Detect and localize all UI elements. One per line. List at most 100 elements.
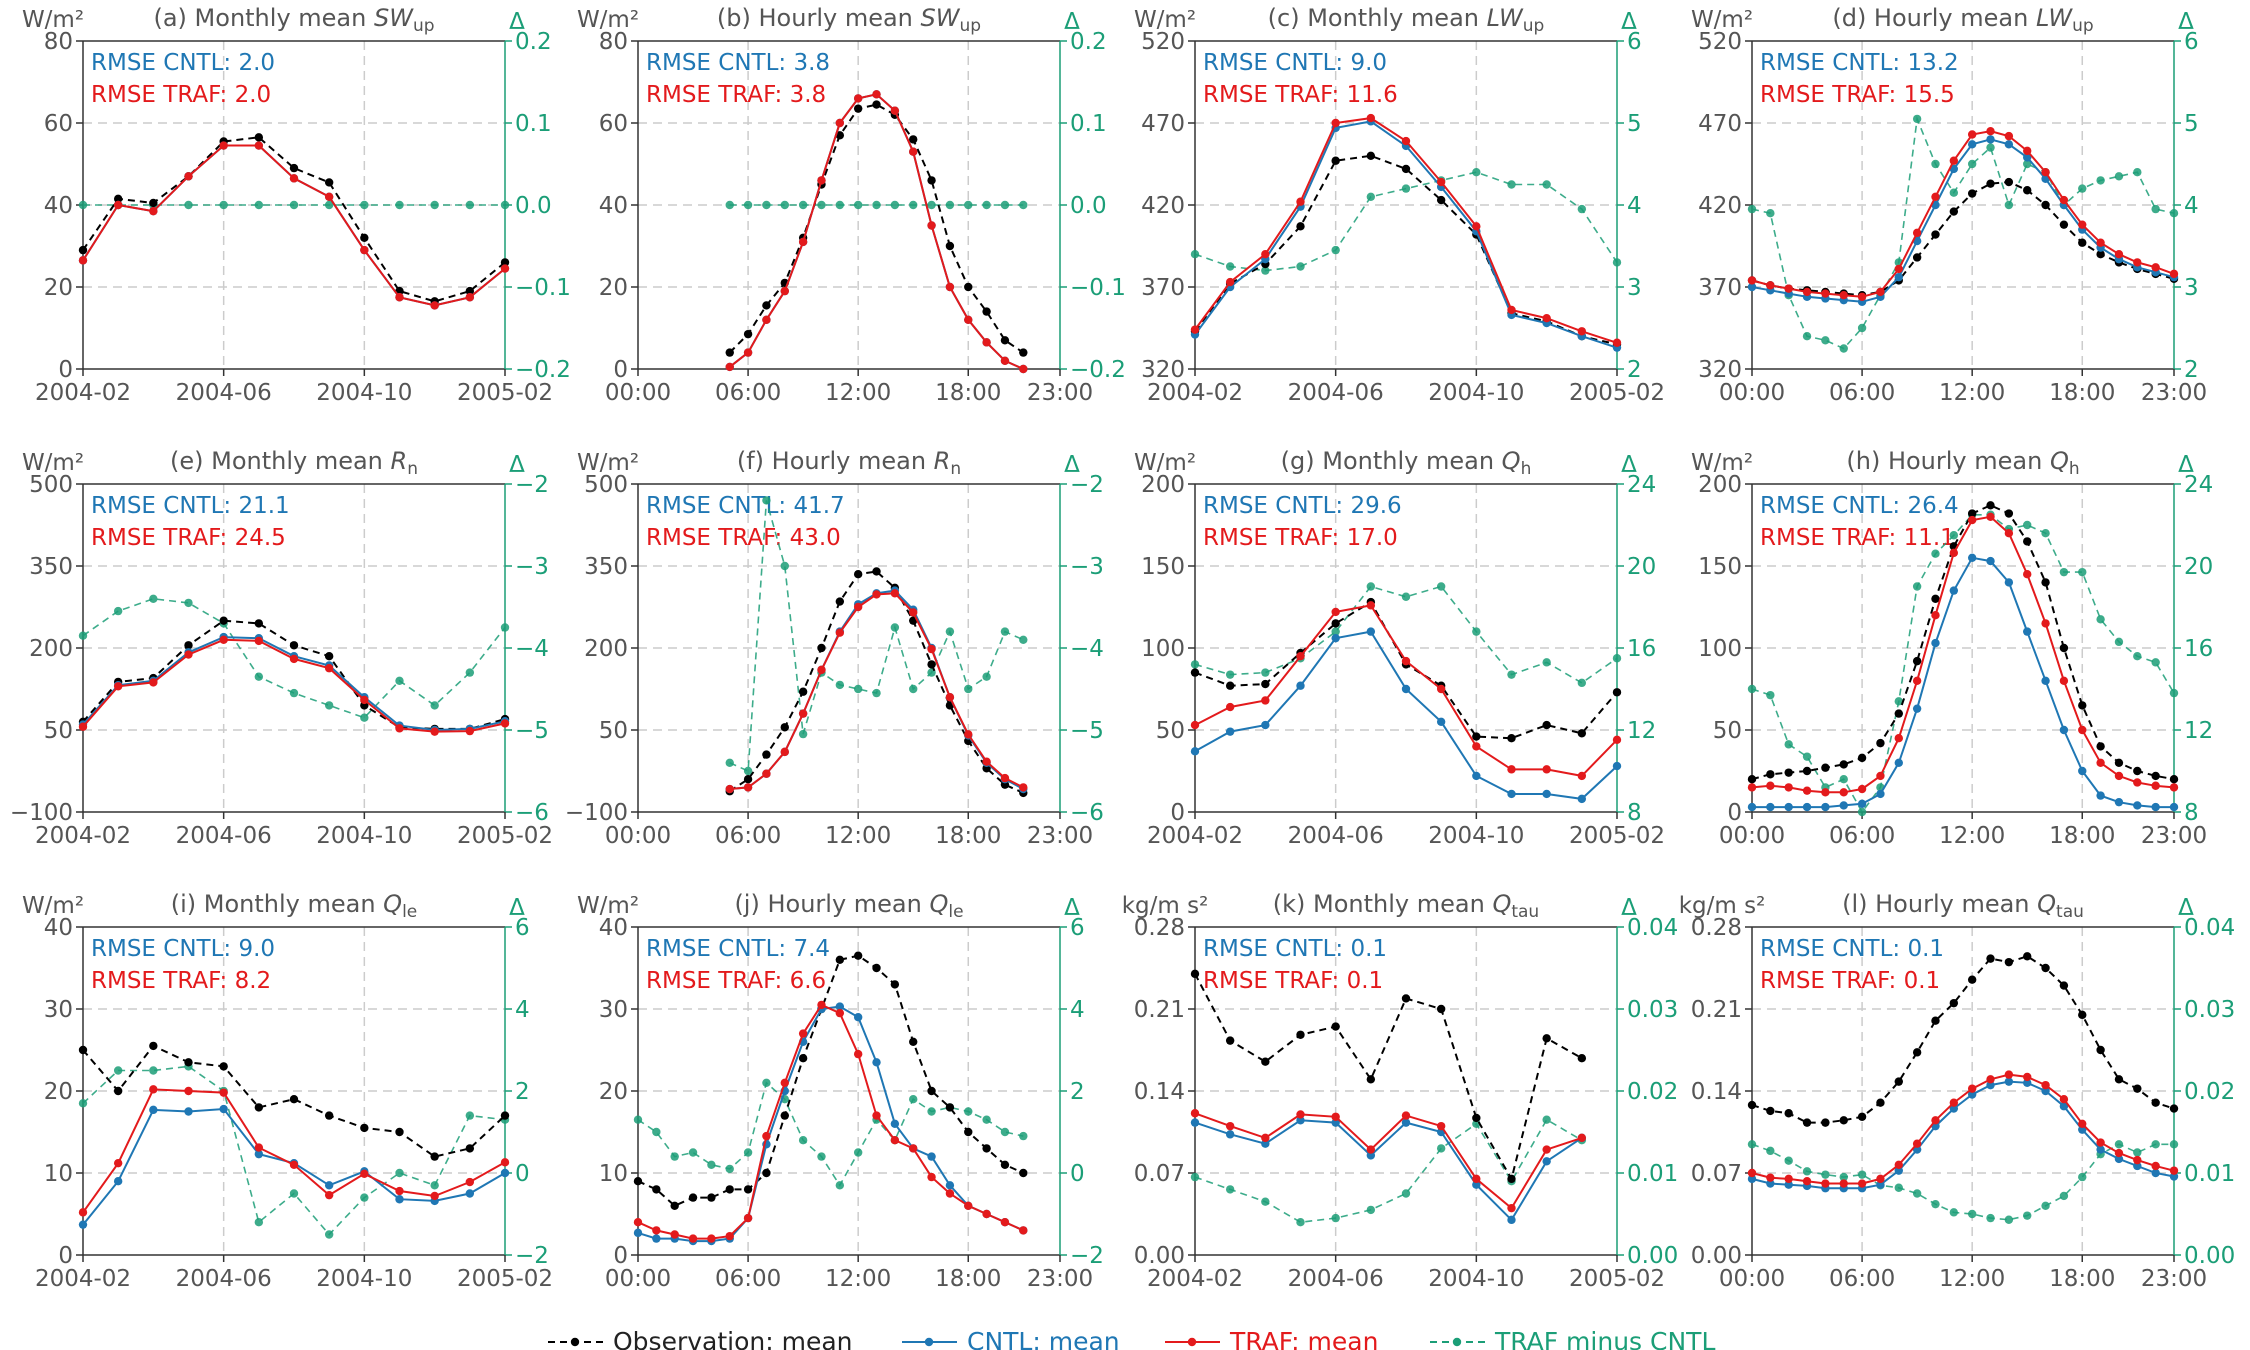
- data-point-traf: [1747, 276, 1757, 285]
- data-point-diff: [1747, 684, 1757, 694]
- y-tick-label: 40: [44, 193, 73, 219]
- data-point-traf: [1261, 1133, 1270, 1143]
- data-point-diff: [1747, 204, 1757, 214]
- y2-axis-label: Δ: [1064, 9, 1080, 35]
- data-point-obs: [1876, 1098, 1885, 1107]
- data-point-traf: [2023, 1072, 2032, 1082]
- data-point-traf: [633, 1218, 643, 1227]
- panel-f: −100 50 200 350 500 −6 −5 −4 −3 −2 00:00 06:00 12:00…: [565, 447, 1104, 849]
- data-point-obs: [395, 1127, 404, 1137]
- series-line-diff: [1194, 1118, 1583, 1224]
- x-tick-label: 2004-10: [1428, 823, 1524, 849]
- data-point-traf: [2078, 1119, 2087, 1129]
- data-point-obs: [982, 1144, 991, 1153]
- y2-axis-label: Δ: [509, 895, 525, 921]
- data-point-traf: [500, 264, 510, 273]
- y2-tick-label: 8: [1627, 800, 1642, 826]
- series-line-diff: [1751, 514, 2175, 814]
- y2-tick-label: −4: [515, 636, 549, 662]
- data-point-obs: [2169, 1104, 2179, 1113]
- data-point-traf: [945, 1189, 955, 1198]
- data-point-traf: [395, 724, 404, 733]
- data-point-obs: [927, 660, 936, 669]
- data-point-obs: [2041, 200, 2050, 210]
- data-point-diff: [289, 688, 299, 698]
- data-point-diff: [2169, 1140, 2179, 1149]
- y-tick-label: 20: [44, 1079, 73, 1105]
- series-line-cntl: [637, 1005, 1024, 1243]
- data-point-traf: [743, 783, 753, 792]
- data-point-obs: [254, 1103, 264, 1112]
- series-line-cntl: [1194, 630, 1618, 800]
- data-point-traf: [430, 1191, 439, 1201]
- data-point-diff: [1894, 697, 1903, 706]
- data-point-diff: [2041, 1201, 2050, 1211]
- data-point-cntl: [2004, 140, 2014, 149]
- data-point-traf: [927, 644, 936, 654]
- data-point-traf: [465, 726, 475, 736]
- data-point-diff: [1436, 582, 1446, 591]
- data-point-traf: [465, 1177, 475, 1187]
- data-point-traf: [113, 200, 123, 210]
- data-point-obs: [1766, 1106, 1775, 1116]
- data-point-diff: [184, 598, 193, 608]
- data-point-obs: [817, 643, 826, 653]
- data-point-diff: [2078, 184, 2087, 193]
- data-point-traf: [1912, 676, 1922, 685]
- data-point-traf: [853, 1049, 863, 1059]
- data-point-obs: [2023, 952, 2032, 961]
- data-point-diff: [964, 200, 973, 210]
- panel-d: 320 370 420 470 520 2 3 4 5 6 00:00 06:00 12:00 18:00…: [1691, 4, 2207, 406]
- data-point-traf: [2041, 168, 2050, 177]
- y-tick-label: −100: [565, 800, 628, 826]
- data-point-cntl: [1225, 1130, 1235, 1139]
- data-point-obs: [1784, 768, 1793, 777]
- data-point-obs: [1190, 668, 1200, 677]
- rmse-cntl-label: RMSE CNTL: 41.7: [646, 493, 845, 519]
- rmse-traf-label: RMSE TRAF: 8.2: [91, 968, 271, 994]
- data-point-obs: [1507, 1174, 1516, 1184]
- data-point-cntl: [1542, 1157, 1551, 1166]
- data-point-obs: [2169, 775, 2179, 784]
- data-point-obs: [254, 619, 264, 628]
- data-point-cntl: [890, 1119, 900, 1129]
- rmse-traf-label: RMSE TRAF: 43.0: [646, 525, 841, 551]
- panel-e: −100 50 200 350 500 −6 −5 −4 −3 −2 2004-02 2004-06 2…: [10, 447, 553, 849]
- data-point-traf: [1766, 281, 1775, 290]
- data-point-diff: [2114, 172, 2124, 181]
- data-point-cntl: [500, 1168, 510, 1178]
- data-point-traf: [1821, 1179, 1830, 1188]
- series-line-cntl: [1751, 1080, 2175, 1190]
- data-point-traf: [1366, 1145, 1376, 1154]
- data-point-traf: [964, 730, 973, 739]
- x-tick-label: 2004-06: [1288, 823, 1384, 849]
- data-point-traf: [1542, 765, 1551, 774]
- data-point-obs: [430, 1152, 439, 1161]
- data-point-obs: [113, 1086, 123, 1096]
- data-point-traf: [1821, 788, 1830, 797]
- data-point-cntl: [1949, 586, 1959, 595]
- data-point-diff: [2169, 688, 2179, 698]
- data-point-diff: [1401, 184, 1411, 193]
- data-point-cntl: [254, 1149, 264, 1159]
- data-point-diff: [1747, 1140, 1757, 1149]
- data-point-diff: [1225, 262, 1235, 271]
- data-point-diff: [1967, 1209, 1977, 1219]
- data-point-obs: [1472, 1113, 1481, 1123]
- data-point-diff: [149, 594, 158, 603]
- data-point-traf: [743, 1213, 753, 1223]
- panel-title: (i) Monthly mean Qle: [171, 890, 418, 922]
- data-point-traf: [1577, 1133, 1587, 1143]
- y-tick-label: 80: [44, 29, 73, 55]
- data-point-obs: [1331, 619, 1340, 628]
- data-point-diff: [1000, 1127, 1010, 1137]
- x-tick-label: 2005-02: [1569, 823, 1665, 849]
- data-point-traf: [395, 293, 404, 302]
- data-point-traf: [872, 590, 881, 599]
- series-line-cntl: [729, 93, 1024, 370]
- data-point-cntl: [1967, 140, 1977, 149]
- y2-tick-label: −2: [515, 472, 549, 498]
- data-point-obs: [1296, 1030, 1305, 1039]
- data-point-traf: [1986, 127, 1995, 136]
- data-point-diff: [909, 684, 918, 694]
